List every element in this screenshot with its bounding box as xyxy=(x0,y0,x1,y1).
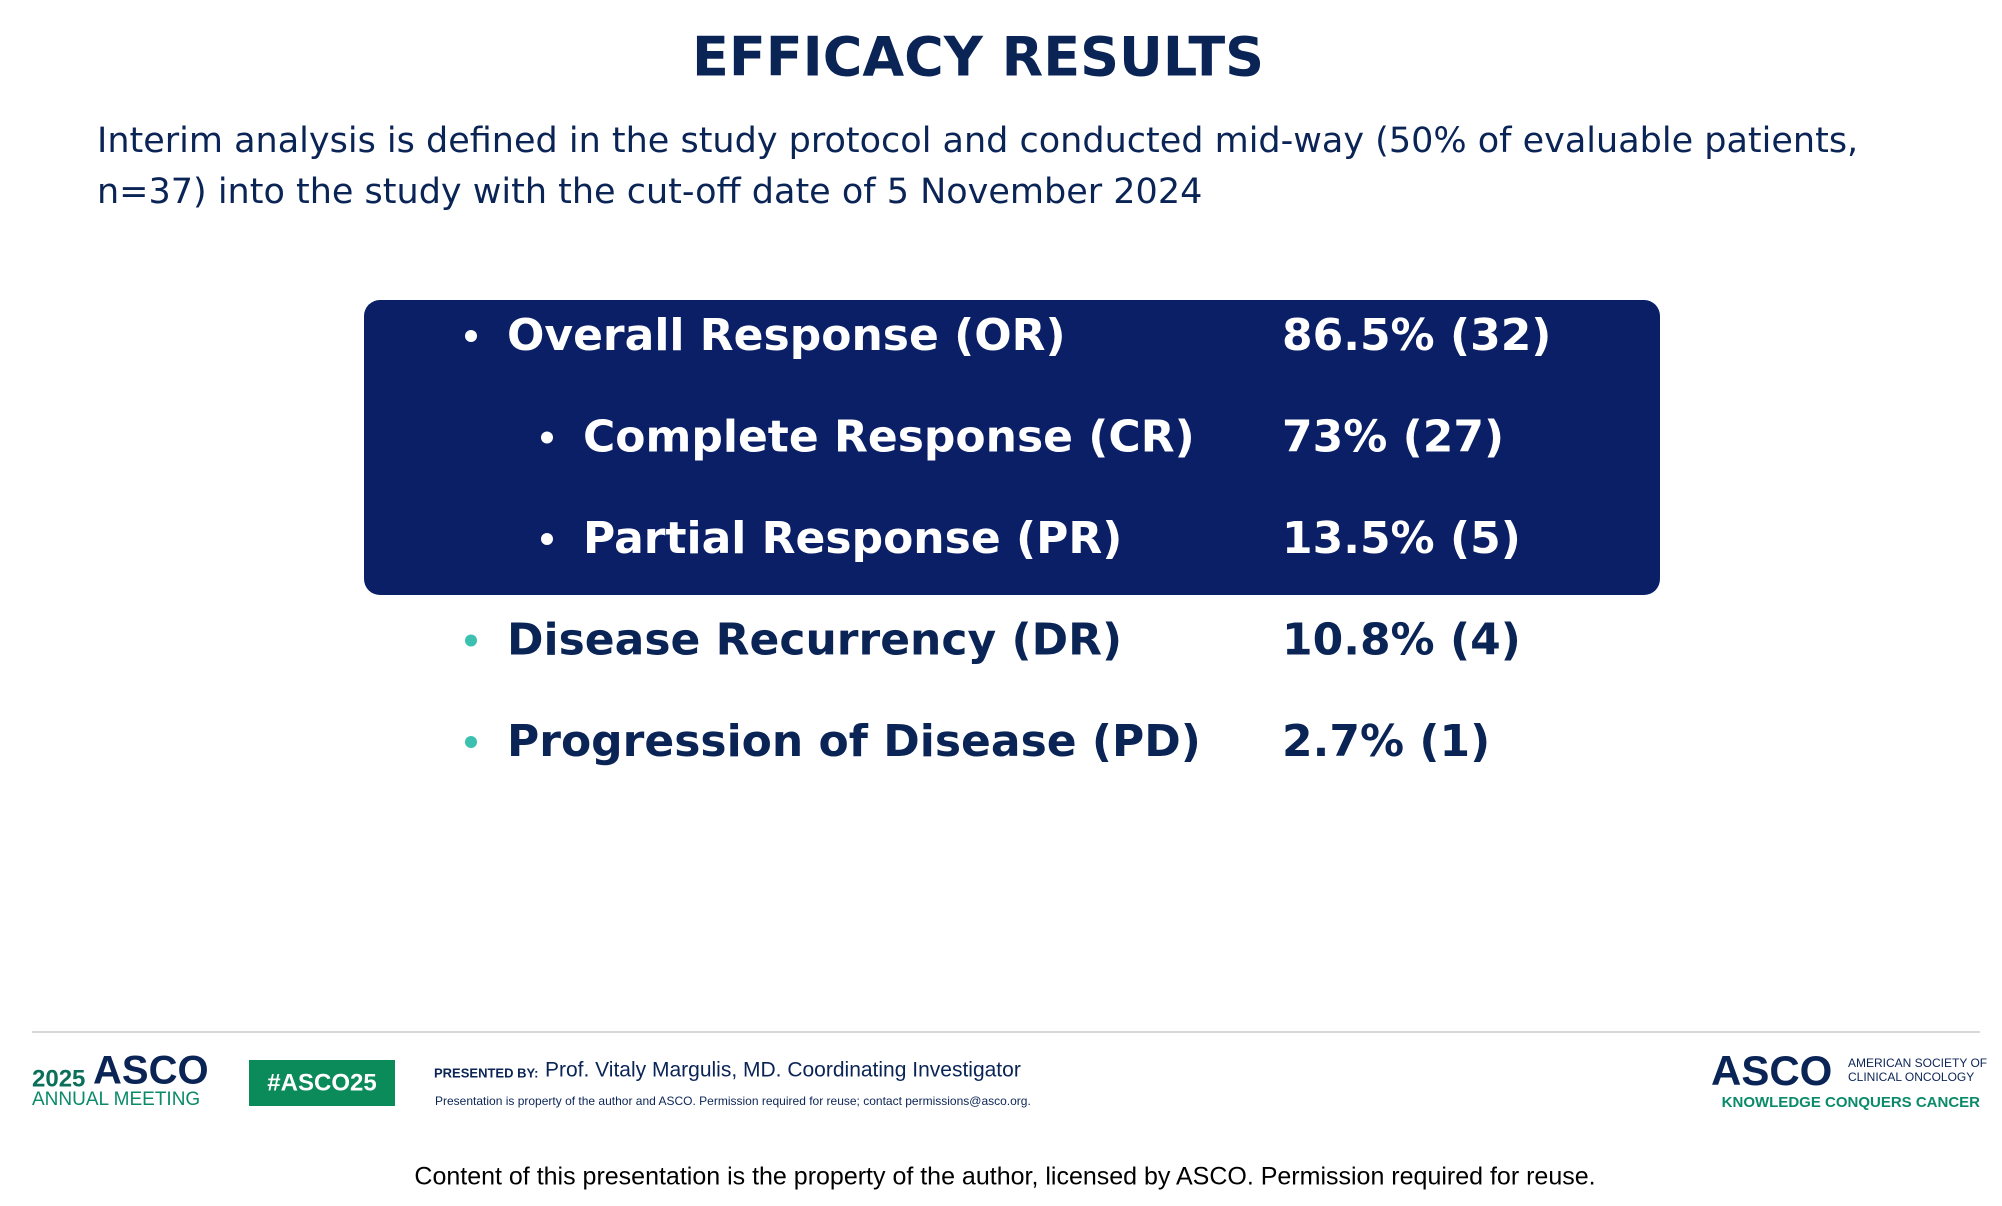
hashtag: #ASCO25 xyxy=(267,1069,376,1096)
caption: Content of this presentation is the prop… xyxy=(414,1163,1595,1191)
meeting-year: 2025 xyxy=(32,1065,85,1092)
presented-by-label: PRESENTED BY: xyxy=(434,1065,539,1080)
logo-line: CLINICAL ONCOLOGY xyxy=(1848,1070,1974,1084)
result-value: 86.5% (32) xyxy=(1282,310,1551,361)
meeting-brand: ASCO xyxy=(93,1049,209,1093)
result-label: Overall Response (OR) xyxy=(507,310,1066,361)
logo-brand: ASCO xyxy=(1711,1047,1832,1094)
result-value: 2.7% (1) xyxy=(1282,716,1490,767)
logo-line: AMERICAN SOCIETY OF xyxy=(1848,1056,1987,1070)
bullet xyxy=(541,431,553,444)
meeting-name: ANNUAL MEETING xyxy=(32,1089,200,1110)
bullet xyxy=(465,634,477,647)
bullet xyxy=(465,330,477,342)
bullet xyxy=(465,736,477,748)
intro-line: Interim analysis is defined in the study… xyxy=(97,121,1858,161)
result-value: 73% (27) xyxy=(1282,412,1504,463)
logo-tagline: KNOWLEDGE CONQUERS CANCER xyxy=(1722,1094,1981,1111)
title: EFFICACY RESULTS xyxy=(692,26,1264,89)
results-list: Overall Response (OR) 86.5% (32) Complete … xyxy=(465,310,1551,767)
presenter: Prof. Vitaly Margulis, MD. Coordinating … xyxy=(545,1059,1021,1082)
hashtag-badge xyxy=(249,1060,395,1106)
result-label: Progression of Disease (PD) xyxy=(507,716,1201,767)
result-label: Partial Response (PR) xyxy=(583,513,1122,564)
intro-line: n=37) into the study with the cut-off da… xyxy=(97,172,1202,212)
result-label: Complete Response (CR) xyxy=(583,412,1195,463)
result-value: 13.5% (5) xyxy=(1282,513,1521,564)
highlight-box xyxy=(364,300,1660,595)
notice: Presentation is property of the author a… xyxy=(435,1094,1031,1108)
bullet xyxy=(541,533,553,545)
result-label: Disease Recurrency (DR) xyxy=(507,615,1122,666)
result-value: 10.8% (4) xyxy=(1282,615,1521,666)
